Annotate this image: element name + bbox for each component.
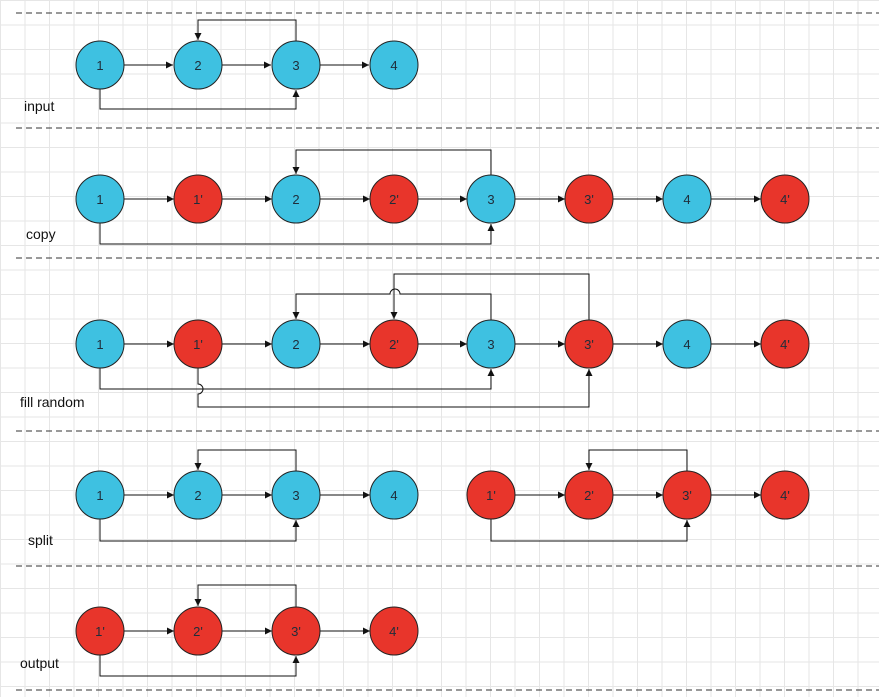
svg-text:3: 3: [292, 58, 299, 73]
stage-copy: copy 1 1' 2 2' 3 3' 4 4': [26, 149, 810, 245]
node-4-copy: 4': [760, 470, 810, 520]
node-4: 4: [662, 174, 712, 224]
svg-text:1': 1': [193, 337, 203, 352]
node-2: 2: [173, 470, 223, 520]
edges-split: [99, 449, 761, 542]
node-3-copy: 3': [271, 606, 321, 656]
random-edge: [490, 519, 691, 542]
svg-text:3': 3': [682, 488, 692, 503]
node-1: 1: [75, 40, 125, 90]
svg-text:1': 1': [193, 192, 203, 207]
svg-text:3: 3: [487, 337, 494, 352]
node-3-copy: 3': [564, 174, 614, 224]
random-edge: [99, 519, 300, 542]
node-4-copy: 4': [760, 319, 810, 369]
node-1-copy: 1': [173, 174, 223, 224]
stage-label-output: output: [20, 655, 59, 671]
node-2-copy: 2': [369, 174, 419, 224]
svg-text:1': 1': [486, 488, 496, 503]
node-3: 3: [271, 470, 321, 520]
random-edge: [390, 273, 590, 320]
stage-label-copy: copy: [26, 226, 56, 242]
random-edge: [585, 449, 688, 471]
svg-text:4': 4': [780, 488, 790, 503]
node-3: 3: [271, 40, 321, 90]
random-edge: [99, 655, 300, 677]
node-4: 4: [662, 319, 712, 369]
stage-label-fill-random: fill random: [20, 394, 85, 410]
random-edge: [292, 288, 492, 320]
stage-label-split: split: [28, 532, 53, 548]
node-4-copy: 4': [760, 174, 810, 224]
svg-text:4: 4: [683, 337, 690, 352]
svg-text:1: 1: [96, 58, 103, 73]
node-3-copy: 3': [564, 319, 614, 369]
svg-text:2: 2: [194, 488, 201, 503]
node-2-copy: 2': [173, 606, 223, 656]
svg-text:1: 1: [96, 337, 103, 352]
svg-text:2: 2: [194, 58, 201, 73]
svg-text:3': 3': [291, 624, 301, 639]
svg-text:1: 1: [96, 192, 103, 207]
node-2: 2: [271, 174, 321, 224]
svg-text:1': 1': [95, 624, 105, 639]
node-2-copy: 2': [564, 470, 614, 520]
random-edge: [99, 89, 300, 110]
node-2-copy: 2': [369, 319, 419, 369]
svg-text:2: 2: [292, 192, 299, 207]
svg-text:2': 2': [389, 337, 399, 352]
node-1-copy: 1': [173, 319, 223, 369]
random-edge: [194, 449, 297, 471]
stage-fill-random: fill random 1 1' 2 2' 3 3' 4 4': [20, 273, 810, 410]
svg-text:4': 4': [780, 337, 790, 352]
stage-split: split 1 2 3 4 1' 2' 3' 4': [28, 449, 810, 548]
edges-copy: [99, 149, 761, 245]
svg-text:3': 3': [584, 192, 594, 207]
svg-text:2': 2': [584, 488, 594, 503]
random-edge: [99, 368, 495, 390]
node-1: 1: [75, 470, 125, 520]
node-4: 4: [369, 470, 419, 520]
node-4: 4: [369, 40, 419, 90]
random-edge: [194, 584, 297, 607]
node-1-copy: 1': [466, 470, 516, 520]
node-1-copy: 1': [75, 606, 125, 656]
edges-fill-random: [99, 273, 761, 408]
edges-output: [99, 584, 370, 677]
node-3-copy: 3': [662, 470, 712, 520]
node-2: 2: [271, 319, 321, 369]
svg-text:2': 2': [389, 192, 399, 207]
svg-text:3: 3: [292, 488, 299, 503]
stage-dividers: [16, 12, 879, 691]
random-edge: [197, 368, 593, 408]
node-1: 1: [75, 174, 125, 224]
node-3: 3: [466, 319, 516, 369]
svg-text:3: 3: [487, 192, 494, 207]
svg-text:4': 4': [780, 192, 790, 207]
random-edge: [99, 223, 495, 245]
node-2: 2: [173, 40, 223, 90]
svg-text:3': 3': [584, 337, 594, 352]
svg-text:2': 2': [193, 624, 203, 639]
stage-label-input: input: [24, 98, 54, 114]
node-4-copy: 4': [369, 606, 419, 656]
random-edge: [292, 149, 492, 175]
edges-input: [99, 19, 369, 110]
stage-output: output 1' 2' 3' 4': [20, 584, 419, 677]
svg-text:4: 4: [390, 58, 397, 73]
node-3: 3: [466, 174, 516, 224]
stage-input: input 1 2 3 4: [24, 19, 419, 114]
svg-text:2: 2: [292, 337, 299, 352]
svg-text:4: 4: [683, 192, 690, 207]
svg-text:4: 4: [390, 488, 397, 503]
svg-text:4': 4': [389, 624, 399, 639]
node-1: 1: [75, 319, 125, 369]
random-edge: [194, 19, 297, 41]
svg-text:1: 1: [96, 488, 103, 503]
